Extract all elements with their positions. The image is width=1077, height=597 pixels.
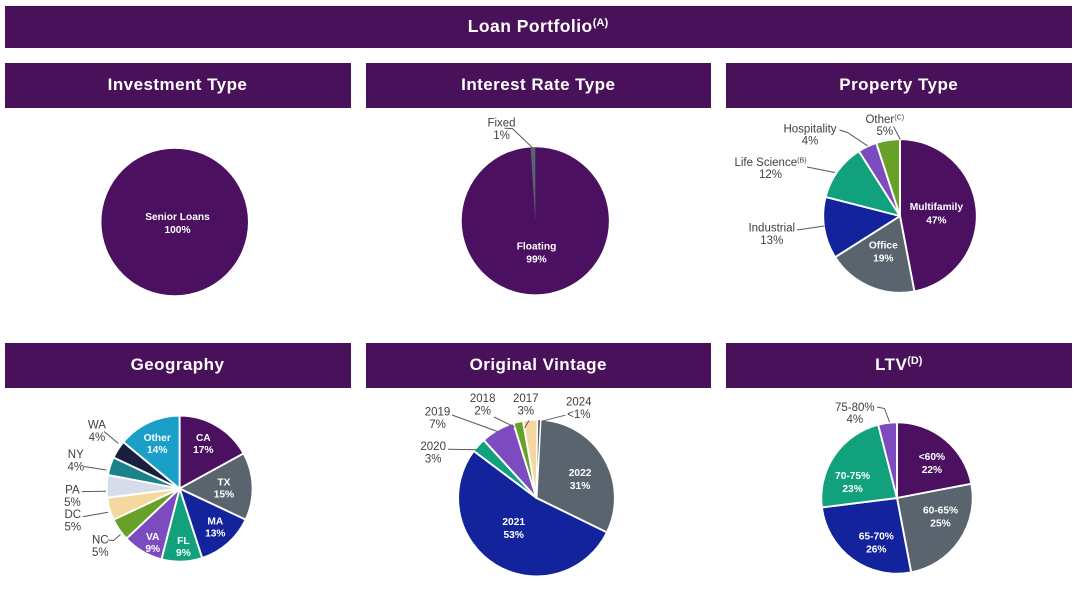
svg-text:3%: 3%	[517, 405, 534, 417]
svg-text:12%: 12%	[759, 169, 782, 181]
svg-text:25%: 25%	[930, 519, 950, 530]
svg-text:MA: MA	[207, 517, 223, 528]
svg-text:NC: NC	[92, 534, 109, 546]
svg-text:13%: 13%	[760, 235, 783, 247]
svg-text:Industrial: Industrial	[748, 223, 795, 235]
svg-text:9%: 9%	[145, 544, 160, 555]
svg-text:53%: 53%	[504, 530, 524, 541]
svg-text:5%: 5%	[64, 521, 81, 533]
svg-text:Life Science(B): Life Science(B)	[734, 156, 806, 168]
svg-text:2020: 2020	[420, 441, 446, 453]
svg-text:Hospitality: Hospitality	[783, 123, 836, 135]
svg-text:FL: FL	[177, 536, 189, 547]
svg-text:9%: 9%	[176, 548, 191, 559]
svg-text:31%: 31%	[570, 481, 590, 492]
svg-text:Office: Office	[869, 241, 898, 252]
svg-text:Multifamily: Multifamily	[910, 202, 964, 213]
svg-text:7%: 7%	[429, 419, 446, 431]
svg-text:2%: 2%	[474, 405, 491, 417]
svg-text:26%: 26%	[866, 545, 886, 556]
svg-text:VA: VA	[146, 532, 160, 543]
svg-text:Other: Other	[144, 433, 171, 444]
svg-text:TX: TX	[217, 478, 230, 489]
svg-text:4%: 4%	[846, 414, 863, 426]
svg-text:DC: DC	[64, 509, 81, 521]
svg-text:100%: 100%	[164, 225, 190, 236]
svg-text:2019: 2019	[425, 407, 451, 419]
svg-text:Floating: Floating	[517, 241, 557, 252]
svg-text:19%: 19%	[873, 254, 893, 265]
svg-text:2017: 2017	[513, 393, 539, 405]
svg-text:75-80%: 75-80%	[835, 402, 875, 414]
svg-text:23%: 23%	[842, 484, 862, 495]
svg-text:99%: 99%	[526, 254, 546, 265]
svg-text:17%: 17%	[193, 445, 213, 456]
svg-text:65-70%: 65-70%	[859, 532, 894, 543]
svg-text:2022: 2022	[569, 468, 592, 479]
svg-text:5%: 5%	[92, 547, 109, 559]
svg-text:2018: 2018	[470, 393, 496, 405]
svg-text:4%: 4%	[67, 461, 84, 473]
svg-text:1%: 1%	[493, 130, 510, 142]
svg-text:5%: 5%	[876, 126, 893, 138]
svg-text:60-65%: 60-65%	[923, 506, 958, 517]
svg-text:15%: 15%	[214, 490, 234, 501]
svg-text:4%: 4%	[89, 432, 106, 444]
svg-text:2021: 2021	[502, 517, 525, 528]
svg-text:NY: NY	[68, 449, 84, 461]
svg-text:4%: 4%	[802, 136, 819, 148]
svg-text:Other(C): Other(C)	[865, 113, 904, 125]
svg-text:3%: 3%	[425, 453, 442, 465]
svg-text:<1%: <1%	[567, 409, 590, 421]
svg-text:PA: PA	[65, 484, 80, 496]
svg-text:Fixed: Fixed	[487, 118, 515, 130]
svg-text:2024: 2024	[566, 397, 592, 409]
svg-text:<60%: <60%	[919, 452, 945, 463]
svg-text:Senior Loans: Senior Loans	[145, 212, 210, 223]
svg-text:13%: 13%	[205, 529, 225, 540]
svg-text:CA: CA	[196, 433, 211, 444]
svg-text:47%: 47%	[926, 215, 946, 226]
svg-text:WA: WA	[88, 419, 106, 431]
svg-text:14%: 14%	[147, 445, 167, 456]
svg-text:5%: 5%	[64, 497, 81, 509]
svg-text:70-75%: 70-75%	[835, 471, 870, 482]
svg-text:22%: 22%	[922, 465, 942, 476]
